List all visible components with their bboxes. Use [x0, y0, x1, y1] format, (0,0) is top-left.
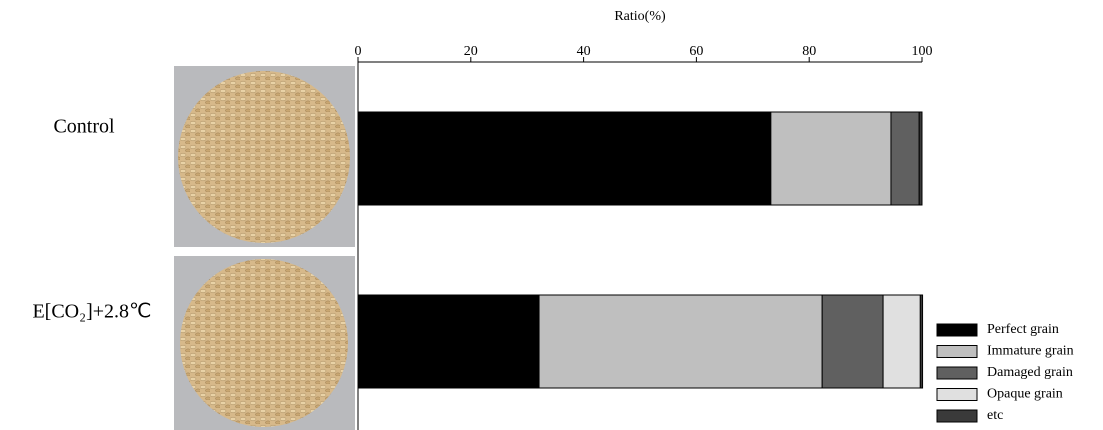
x-tick-label: 0 [355, 44, 362, 59]
category-label: E[CO₂]+2.8℃ [32, 301, 151, 323]
x-tick-label: 20 [464, 44, 478, 59]
bar-segment [919, 112, 922, 205]
bar-segment [358, 295, 539, 388]
bar-segment [891, 112, 919, 205]
legend-swatch [937, 367, 977, 379]
legend-label: Immature grain [987, 344, 1074, 359]
legend-swatch [937, 410, 977, 422]
x-tick-label: 40 [577, 44, 591, 59]
legend-label: Damaged grain [987, 365, 1073, 380]
photo-elevated [174, 256, 355, 430]
legend-label: Perfect grain [987, 322, 1059, 337]
legend-swatch [937, 324, 977, 336]
x-tick-label: 60 [689, 44, 703, 59]
bar-segment [920, 295, 922, 388]
photo-control [174, 66, 355, 247]
legend-label: Opaque grain [987, 387, 1063, 402]
legend-swatch [937, 389, 977, 401]
bar-segment [822, 295, 883, 388]
bar-segment [883, 295, 920, 388]
bar-segment [771, 112, 891, 205]
bar-segment [539, 295, 822, 388]
x-axis-title: Ratio(%) [614, 9, 666, 24]
bar-segment [358, 112, 771, 205]
legend-label: etc [987, 408, 1003, 423]
legend-swatch [937, 346, 977, 358]
x-tick-label: 80 [802, 44, 816, 59]
category-label: Control [53, 116, 115, 138]
chart: Ratio(%) 0 20 40 60 80 100 Control E[CO₂]+2.8℃ P… [0, 0, 1103, 430]
x-tick-label: 100 [912, 44, 933, 59]
